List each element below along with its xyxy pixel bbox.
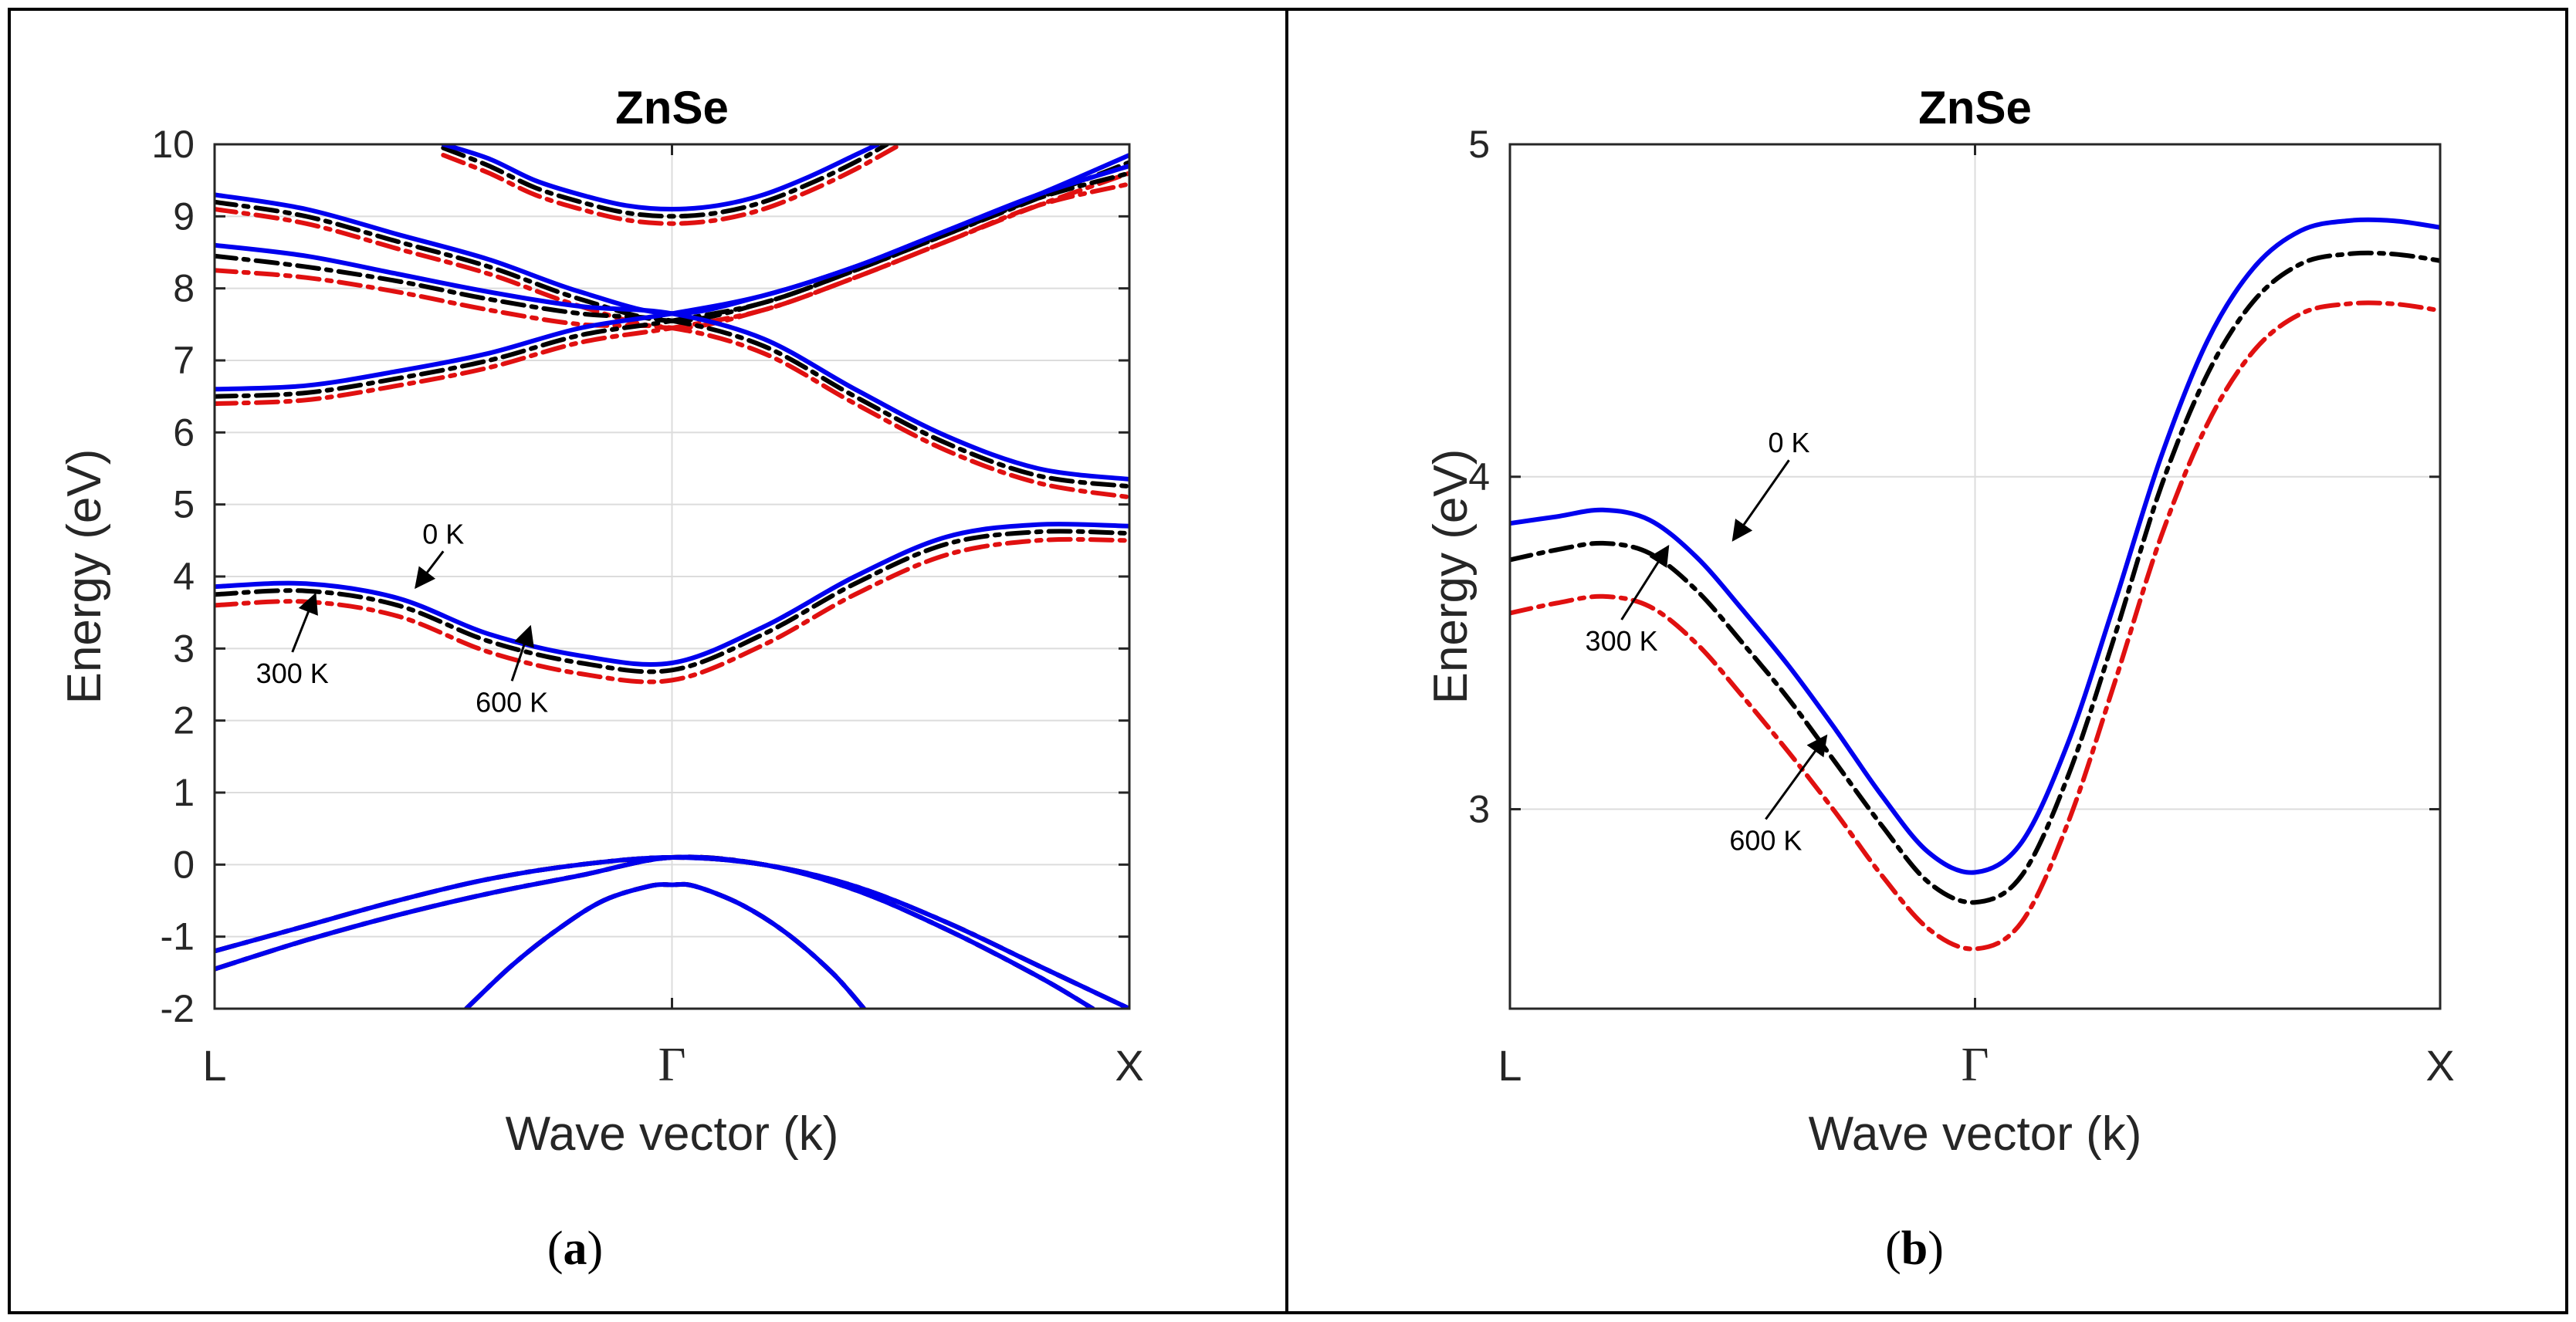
- annotation-arrow: [415, 550, 445, 590]
- y-axis-label: Energy (eV): [58, 449, 111, 705]
- panel-caption-b: (b): [1885, 1222, 1944, 1275]
- series-line-600k-3: [215, 181, 1129, 331]
- annotation-label: 600 K: [476, 686, 548, 718]
- annotation-arrow: [510, 624, 534, 681]
- series-line-300k-3: [215, 171, 1129, 323]
- annotations: 0 K 300 K 600 K: [256, 518, 548, 718]
- axes-box: [213, 143, 1131, 1010]
- series-line-300k-0: [215, 529, 1129, 675]
- x-axis-label: Wave vector (k): [1809, 1107, 2142, 1161]
- series-line-600k-0: [215, 536, 1129, 685]
- annotation-label: 0 K: [1768, 427, 1809, 458]
- y-tick-label: 8: [173, 267, 195, 310]
- y-tick-labels: 3 4 5: [1468, 123, 1490, 831]
- chart-title: ZnSe: [1918, 82, 2032, 134]
- y-tick-label: -2: [161, 987, 195, 1030]
- x-axis-label: Wave vector (k): [506, 1107, 839, 1161]
- series-line-0k-7: [463, 881, 867, 1009]
- chart-panel-b: 3 4 5 L Γ X 0 K 300 K 600 K ZnSe Energy (eV) W…: [1424, 82, 2455, 1275]
- axes-box: [1508, 143, 2442, 1010]
- y-axis-label: Energy (eV): [1424, 449, 1478, 705]
- y-tick-label: 9: [173, 194, 195, 238]
- annotation-label: 300 K: [1586, 625, 1658, 657]
- series-line-600k-4: [441, 144, 903, 226]
- annotation-arrow: [1620, 544, 1670, 620]
- annotation-label: 0 K: [422, 518, 464, 549]
- grid-lines: [1508, 143, 2442, 1009]
- x-tick-label: L: [1498, 1041, 1522, 1090]
- y-tick-label: 1: [173, 771, 195, 814]
- series-line-0k-0: [1510, 217, 2440, 875]
- grid-lines: [213, 143, 1131, 1010]
- series-line-0k-4: [441, 144, 881, 211]
- y-tick-label: 6: [173, 411, 195, 454]
- series-line-300k-4: [441, 144, 889, 219]
- x-tick-label: X: [2425, 1041, 2454, 1090]
- y-tick-label: 0: [173, 843, 195, 886]
- y-tick-label: 2: [173, 699, 195, 742]
- y-tick-label: 4: [1468, 455, 1490, 499]
- panel-caption-a: (a): [547, 1222, 603, 1275]
- y-tick-label: 3: [1468, 788, 1490, 831]
- series-line-0k-6: [215, 854, 1095, 1009]
- y-tick-label: 5: [173, 483, 195, 526]
- series-lines: [215, 144, 1129, 1009]
- annotation-label: 300 K: [256, 658, 329, 689]
- y-tick-labels: -2 -1 0 1 2 3 4 5 6 7 8 9 10: [151, 123, 195, 1030]
- annotation-arrow: [1731, 459, 1790, 542]
- y-tick-label: 4: [173, 555, 195, 598]
- chart-title: ZnSe: [615, 82, 729, 134]
- x-tick-label: L: [202, 1041, 226, 1090]
- annotation-arrow: [291, 592, 318, 653]
- annotation-arrow: [1765, 734, 1828, 820]
- series-line-0k-0: [215, 522, 1129, 667]
- annotations: 0 K 300 K 600 K: [1586, 427, 1828, 856]
- series-line-0k-3: [215, 164, 1129, 316]
- annotation-label: 600 K: [1729, 824, 1802, 856]
- x-tick-label: Γ: [658, 1039, 686, 1091]
- series-line-600k-0: [1510, 300, 2440, 952]
- series-line-300k-0: [1510, 250, 2440, 905]
- y-tick-label: 7: [173, 339, 195, 382]
- y-tick-label: 5: [1468, 123, 1490, 166]
- series-lines: [1510, 217, 2440, 952]
- y-tick-label: -1: [161, 915, 195, 959]
- y-tick-label: 3: [173, 627, 195, 670]
- x-tick-label: Γ: [1962, 1039, 1989, 1091]
- y-tick-label: 10: [151, 123, 195, 166]
- x-tick-label: X: [1115, 1041, 1143, 1090]
